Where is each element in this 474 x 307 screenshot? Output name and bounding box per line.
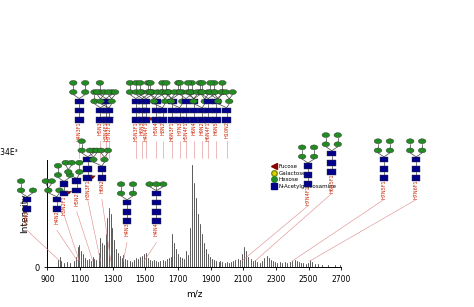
Text: H6N5: H6N5 xyxy=(214,121,219,135)
Text: H6N2: H6N2 xyxy=(100,180,104,193)
Legend: Fucose, Galactose, Hexose, N-Acetylglucosamine: Fucose, Galactose, Hexose, N-Acetylgluco… xyxy=(269,162,338,191)
Text: H9N2: H9N2 xyxy=(200,121,205,135)
Text: H6N3F1: H6N3F1 xyxy=(170,121,175,141)
Text: H6N4F1: H6N4F1 xyxy=(206,121,211,141)
Text: H7N3: H7N3 xyxy=(177,121,182,135)
Text: H4N3: H4N3 xyxy=(125,223,129,236)
Text: H4N3F1: H4N3F1 xyxy=(77,121,82,141)
Y-axis label: Intensity: Intensity xyxy=(20,193,29,233)
Text: H5N3: H5N3 xyxy=(98,121,103,135)
Text: 2.34E³: 2.34E³ xyxy=(0,149,18,157)
Text: H5N4F1: H5N4F1 xyxy=(183,121,188,141)
X-axis label: m/z: m/z xyxy=(186,289,202,298)
Text: H7N6F1: H7N6F1 xyxy=(414,180,419,199)
Text: H4N2: H4N2 xyxy=(55,210,59,224)
Text: H7N5F1: H7N5F1 xyxy=(382,180,386,199)
Text: H3N2F1: H3N2F1 xyxy=(62,195,66,215)
Text: H5N2: H5N2 xyxy=(74,192,79,206)
Text: H7N2F1: H7N2F1 xyxy=(107,121,111,141)
Text: H7N4F1: H7N4F1 xyxy=(306,186,310,205)
Text: H10N2: H10N2 xyxy=(224,121,229,138)
Text: H3N4F1: H3N4F1 xyxy=(103,121,109,141)
Text: H4N4F1: H4N4F1 xyxy=(144,121,149,141)
Text: H6N4: H6N4 xyxy=(191,121,197,135)
Text: H6N3: H6N3 xyxy=(140,121,145,135)
Text: H8N2: H8N2 xyxy=(160,121,165,135)
Text: H6N5F1: H6N5F1 xyxy=(329,173,334,193)
Text: H3N3F1: H3N3F1 xyxy=(85,180,90,199)
Text: H3N2: H3N2 xyxy=(25,210,29,224)
Text: H5N3F1: H5N3F1 xyxy=(133,121,138,141)
Text: H5N4: H5N4 xyxy=(154,121,159,135)
Text: H4N4: H4N4 xyxy=(154,223,159,236)
